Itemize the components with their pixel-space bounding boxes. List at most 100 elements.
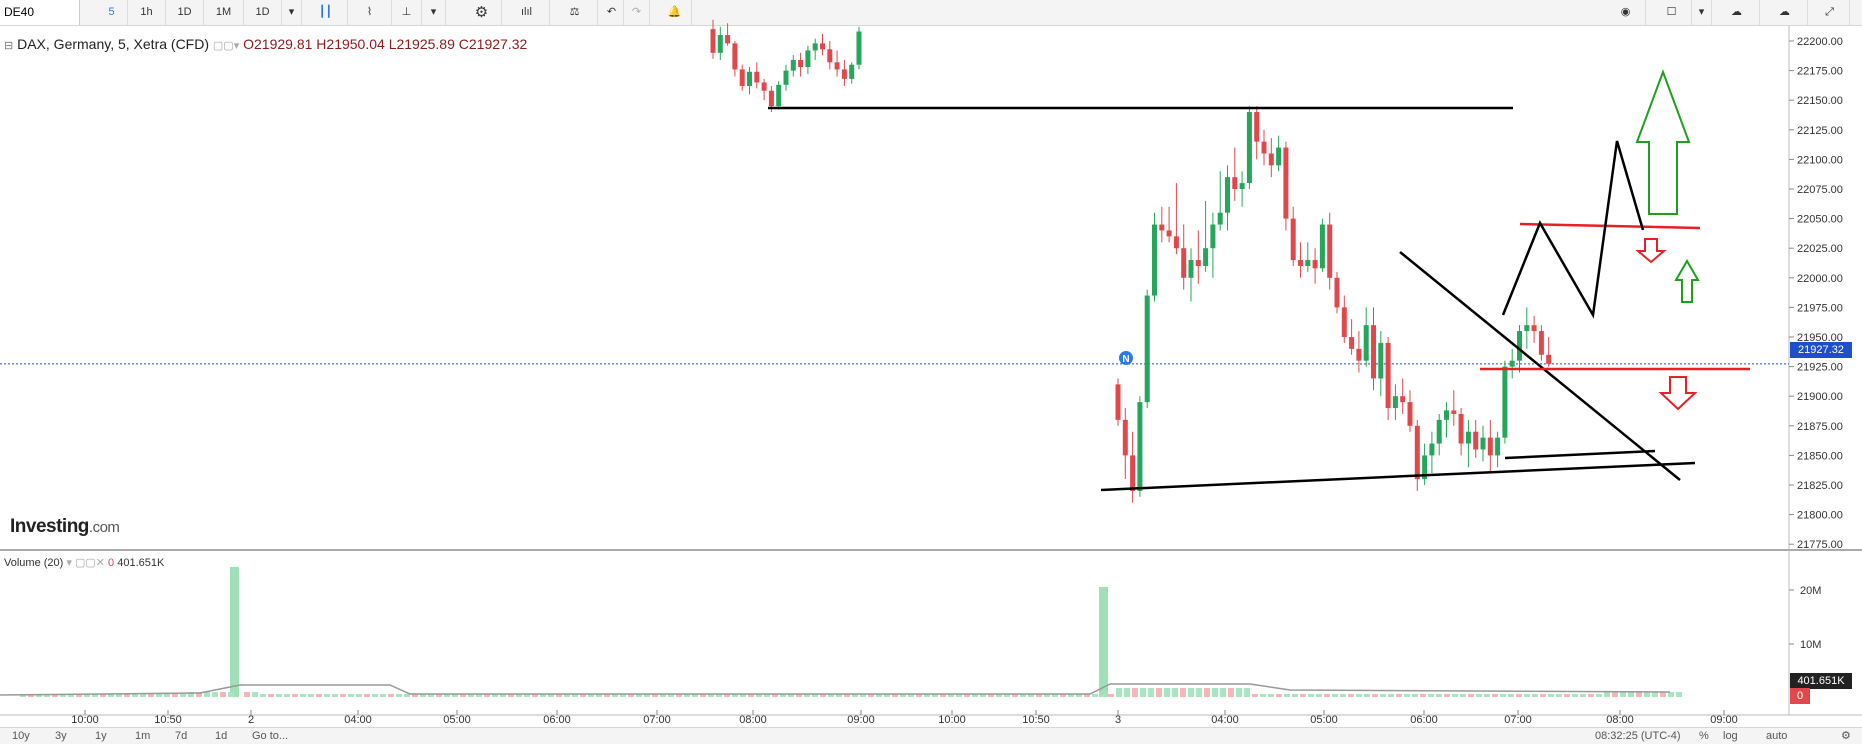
volume-bar xyxy=(932,694,938,697)
range-1y-button[interactable]: 1y xyxy=(95,730,107,742)
volume-bar xyxy=(1244,688,1250,697)
range-10y-button[interactable]: 10y xyxy=(12,730,30,742)
volume-bar xyxy=(1204,688,1210,697)
line-chart-icon[interactable]: ⌇ xyxy=(348,0,392,25)
interval-1d-button[interactable]: 1D xyxy=(166,0,204,25)
chart-type-dropdown-icon[interactable]: ▾ xyxy=(422,0,446,25)
candle-body xyxy=(1254,112,1260,142)
volume-bar xyxy=(252,692,258,697)
compare-icon[interactable]: ⚖ xyxy=(552,0,598,25)
cloud-upload-icon[interactable]: ☁ xyxy=(1762,0,1808,25)
gear-icon[interactable]: ⚙ xyxy=(1841,730,1851,742)
time-tick-label: 10:00 xyxy=(71,714,99,726)
color-picker-icon[interactable]: ☐ xyxy=(1652,0,1692,25)
volume-bar xyxy=(1284,694,1290,697)
candle-body xyxy=(1181,248,1187,278)
candle-body xyxy=(1144,295,1150,403)
goto-button[interactable]: Go to... xyxy=(252,730,289,742)
candle-body xyxy=(1261,141,1267,154)
volume-bar xyxy=(740,694,746,697)
cloud-download-icon[interactable]: ☁ xyxy=(1714,0,1760,25)
alert-icon[interactable]: 🔔 xyxy=(658,0,692,25)
volume-bar xyxy=(116,694,122,697)
volume-bar xyxy=(812,694,818,697)
volume-bar xyxy=(1076,694,1082,697)
chevron-down-icon[interactable]: ▾ xyxy=(1692,0,1712,25)
interval-1d-dropdown-button[interactable]: 1D xyxy=(244,0,282,25)
candle-body xyxy=(1166,230,1172,237)
candle-body xyxy=(856,31,862,65)
gear-icon[interactable]: ⚙ xyxy=(462,0,502,25)
bar-chart-icon[interactable]: ⊥ xyxy=(392,0,422,25)
volume-bar xyxy=(388,694,394,697)
volume-bar xyxy=(780,694,786,697)
undo-icon[interactable]: ↶ xyxy=(600,0,624,25)
legend-settings-icon[interactable]: ▢▢▾ xyxy=(212,40,240,52)
range-7d-button[interactable]: 7d xyxy=(175,730,188,742)
time-tick-label: 07:00 xyxy=(643,714,671,726)
volume-bar xyxy=(1004,694,1010,697)
interval-5min-button[interactable]: 5 xyxy=(96,0,128,25)
price-tick-label: 22125.00 xyxy=(1797,125,1843,137)
range-1m-button[interactable]: 1m xyxy=(135,730,151,742)
volume-bar xyxy=(84,694,90,697)
auto-toggle[interactable]: auto xyxy=(1766,730,1788,742)
collapse-icon[interactable]: ⊟ xyxy=(4,40,14,52)
candle-body xyxy=(1451,410,1457,414)
range-3y-button[interactable]: 3y xyxy=(55,730,67,742)
volume-bar xyxy=(628,694,634,697)
interval-1h-button[interactable]: 1h xyxy=(128,0,166,25)
candle-body xyxy=(1319,224,1325,269)
camera-icon[interactable]: ◉ xyxy=(1606,0,1646,25)
volume-bar xyxy=(1516,694,1522,697)
candle-body xyxy=(1524,325,1530,332)
volume-bar xyxy=(348,694,354,697)
legend-close: C21927.32 xyxy=(458,36,528,52)
indicators-icon[interactable]: ılıl xyxy=(504,0,550,25)
percent-toggle[interactable]: % xyxy=(1699,730,1709,742)
candle-body xyxy=(1487,437,1493,456)
redo-icon[interactable]: ↷ xyxy=(624,0,650,25)
volume-bar xyxy=(804,694,810,697)
candle-body xyxy=(1210,224,1216,249)
time-tick-label: 06:00 xyxy=(543,714,571,726)
symbol-field[interactable]: DE40 xyxy=(0,0,80,25)
time-tick-label: 10:50 xyxy=(1022,714,1050,726)
volume-bar xyxy=(716,694,722,697)
chevron-down-icon[interactable]: ▾ xyxy=(282,0,302,25)
volume-bar xyxy=(1508,694,1514,697)
volume-bar xyxy=(636,694,642,697)
volume-bar xyxy=(196,692,202,697)
volume-badge: 401.651K xyxy=(1790,673,1852,689)
volume-bar xyxy=(1252,694,1258,697)
candle-body xyxy=(1137,402,1143,491)
candle-body xyxy=(1312,260,1318,269)
volume-bar xyxy=(1396,694,1402,697)
volume-bar xyxy=(1316,694,1322,697)
volume-bar xyxy=(60,694,66,697)
volume-bar xyxy=(52,694,58,697)
candle-body xyxy=(1115,384,1121,420)
candle-body xyxy=(827,49,833,63)
drawings: N xyxy=(768,69,1750,492)
candle-body xyxy=(1392,396,1398,409)
interval-1m-button[interactable]: 1M xyxy=(204,0,244,25)
volume-bar xyxy=(572,694,578,697)
arrow-down-icon xyxy=(1658,376,1698,411)
fullscreen-icon[interactable]: ⤢ xyxy=(1810,0,1850,25)
volume-tick-label: 10M xyxy=(1800,639,1821,651)
volume-bar xyxy=(1212,688,1218,697)
volume-bar xyxy=(604,694,610,697)
volume-bar xyxy=(180,694,186,697)
range-1d-button[interactable]: 1d xyxy=(215,730,228,742)
candle-body xyxy=(754,71,760,83)
log-toggle[interactable]: log xyxy=(1723,730,1738,742)
candle-body xyxy=(1371,325,1376,379)
volume-bar xyxy=(988,694,994,697)
news-marker[interactable] xyxy=(1119,351,1133,365)
volume-spike-bar xyxy=(230,567,239,697)
volume-settings-icon[interactable]: ▾ ▢▢✕ xyxy=(66,557,105,569)
candlestick-type-icon[interactable]: ┃┃ xyxy=(304,0,348,25)
volume-bar xyxy=(1452,694,1458,697)
